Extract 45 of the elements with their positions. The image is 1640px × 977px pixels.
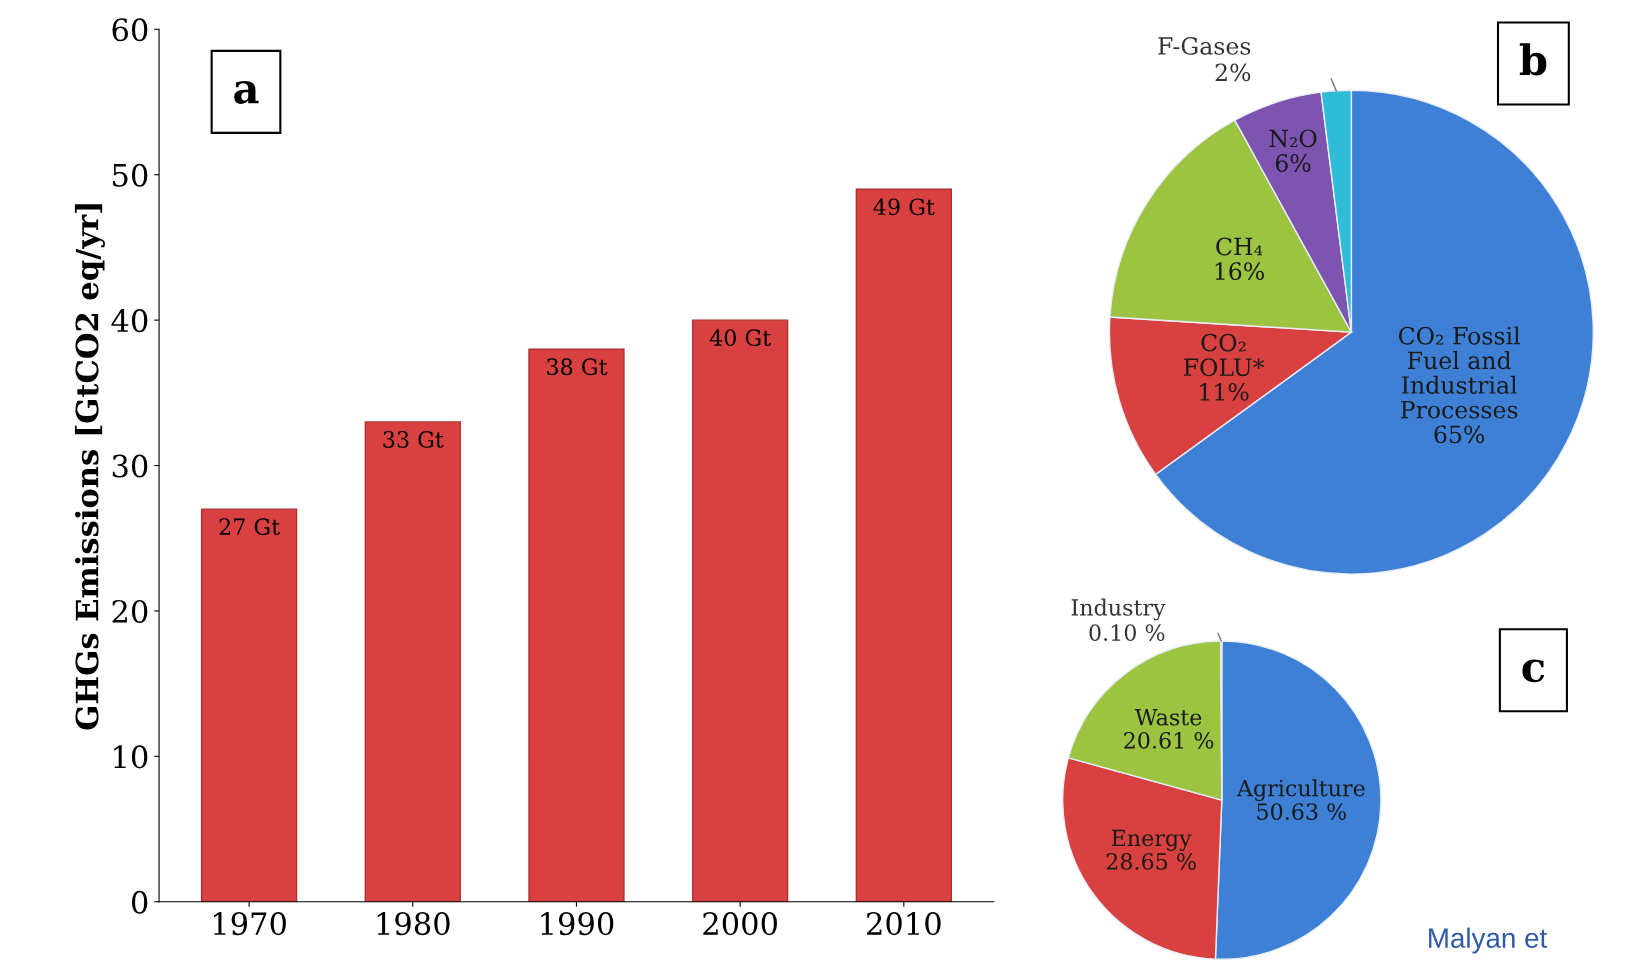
y-tick-label: 20 [112, 599, 148, 623]
data-label: 2% [1215, 63, 1251, 82]
chart-title: b [1519, 43, 1547, 76]
slice-label: Agriculture [1236, 779, 1365, 802]
data-label: 27 Gt [219, 518, 280, 536]
bar [691, 319, 789, 902]
slice-label: N₂O [1269, 129, 1317, 148]
bar [200, 508, 298, 902]
bar [364, 421, 461, 902]
y-tick-label: 60 [112, 18, 148, 42]
x-tick-label: 1970 [213, 912, 286, 936]
slice-label: Energy [1111, 829, 1192, 851]
text: c [1522, 659, 1545, 683]
bar [528, 348, 625, 902]
slice-label: CO₂ Fossil Fuel and Industrial Processes [1398, 326, 1520, 419]
text: Malyan et [1429, 927, 1548, 954]
x-tick-label: 1980 [377, 912, 450, 936]
slice-label: Waste [1134, 709, 1202, 726]
data-label: 49 Gt [873, 198, 935, 216]
data-label: 11% [1200, 382, 1249, 401]
y-tick-label: 50 [113, 163, 148, 187]
y-tick-label: 10 [114, 745, 148, 769]
y-tick-label: 30 [112, 454, 148, 478]
text: a [234, 81, 259, 104]
data-label: 33 Gt [383, 431, 444, 448]
slice-label: Industry [1071, 598, 1166, 621]
data-label: 16% [1215, 262, 1264, 281]
data-label: 50.63 % [1257, 803, 1347, 820]
data-label: 0.10 % [1089, 624, 1165, 642]
data-label: 6% [1275, 154, 1311, 172]
y-axis-title: GHGs Emissions [GtCO2 eq/yr] [74, 204, 105, 730]
data-label: 20.61 % [1124, 731, 1214, 749]
slice-label: F-Gases [1158, 37, 1251, 55]
data-label: 28.65 % [1106, 853, 1196, 870]
y-tick-label: 40 [111, 309, 148, 333]
data-label: 65% [1434, 425, 1485, 444]
bar [855, 188, 952, 902]
x-tick-label: 2010 [867, 912, 941, 936]
x-tick-label: 1990 [541, 912, 614, 936]
slice-label: CH₄ [1216, 237, 1263, 256]
x-tick-label: 2000 [703, 912, 777, 936]
data-label: 40 Gt [709, 329, 771, 347]
slice-label: CO₂ FOLU* [1183, 333, 1265, 377]
data-label: 38 Gt [547, 358, 608, 376]
y-tick-label: 0 [131, 890, 148, 914]
